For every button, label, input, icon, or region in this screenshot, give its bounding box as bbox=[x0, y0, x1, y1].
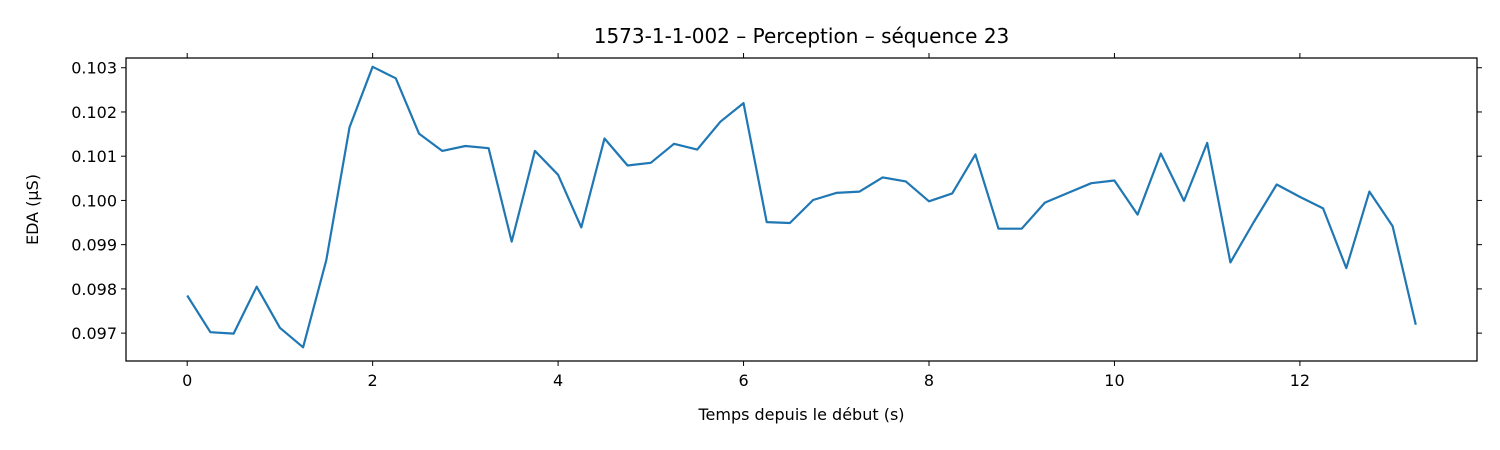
x-tick-label: 12 bbox=[1290, 371, 1310, 390]
y-tick-label: 0.098 bbox=[71, 280, 117, 299]
plot-area bbox=[186, 65, 1417, 349]
y-tick-label: 0.101 bbox=[71, 147, 117, 166]
x-axis-label: Temps depuis le début (s) bbox=[697, 405, 904, 424]
y-tick-label: 0.100 bbox=[71, 191, 117, 210]
y-tick-label: 0.102 bbox=[71, 103, 117, 122]
x-tick-label: 4 bbox=[553, 371, 563, 390]
y-axis: 0.097 0.098 0.099 0.100 0.101 0.102 0.103 bbox=[71, 59, 1482, 343]
x-tick-label: 2 bbox=[368, 371, 378, 390]
x-axis: 0 2 4 6 8 10 12 bbox=[182, 53, 1310, 390]
x-tick-label: 6 bbox=[738, 371, 748, 390]
x-tick-label: 0 bbox=[182, 371, 192, 390]
y-tick-label: 0.097 bbox=[71, 324, 117, 343]
y-axis-label: EDA (µS) bbox=[23, 174, 42, 245]
y-tick-label: 0.099 bbox=[71, 236, 117, 255]
x-tick-label: 8 bbox=[924, 371, 934, 390]
plot-frame bbox=[125, 57, 1478, 362]
chart-title: 1573-1-1-002 – Perception – séquence 23 bbox=[594, 24, 1010, 48]
series-line bbox=[186, 65, 1417, 349]
x-tick-label: 10 bbox=[1104, 371, 1124, 390]
y-tick-label: 0.103 bbox=[71, 59, 117, 78]
